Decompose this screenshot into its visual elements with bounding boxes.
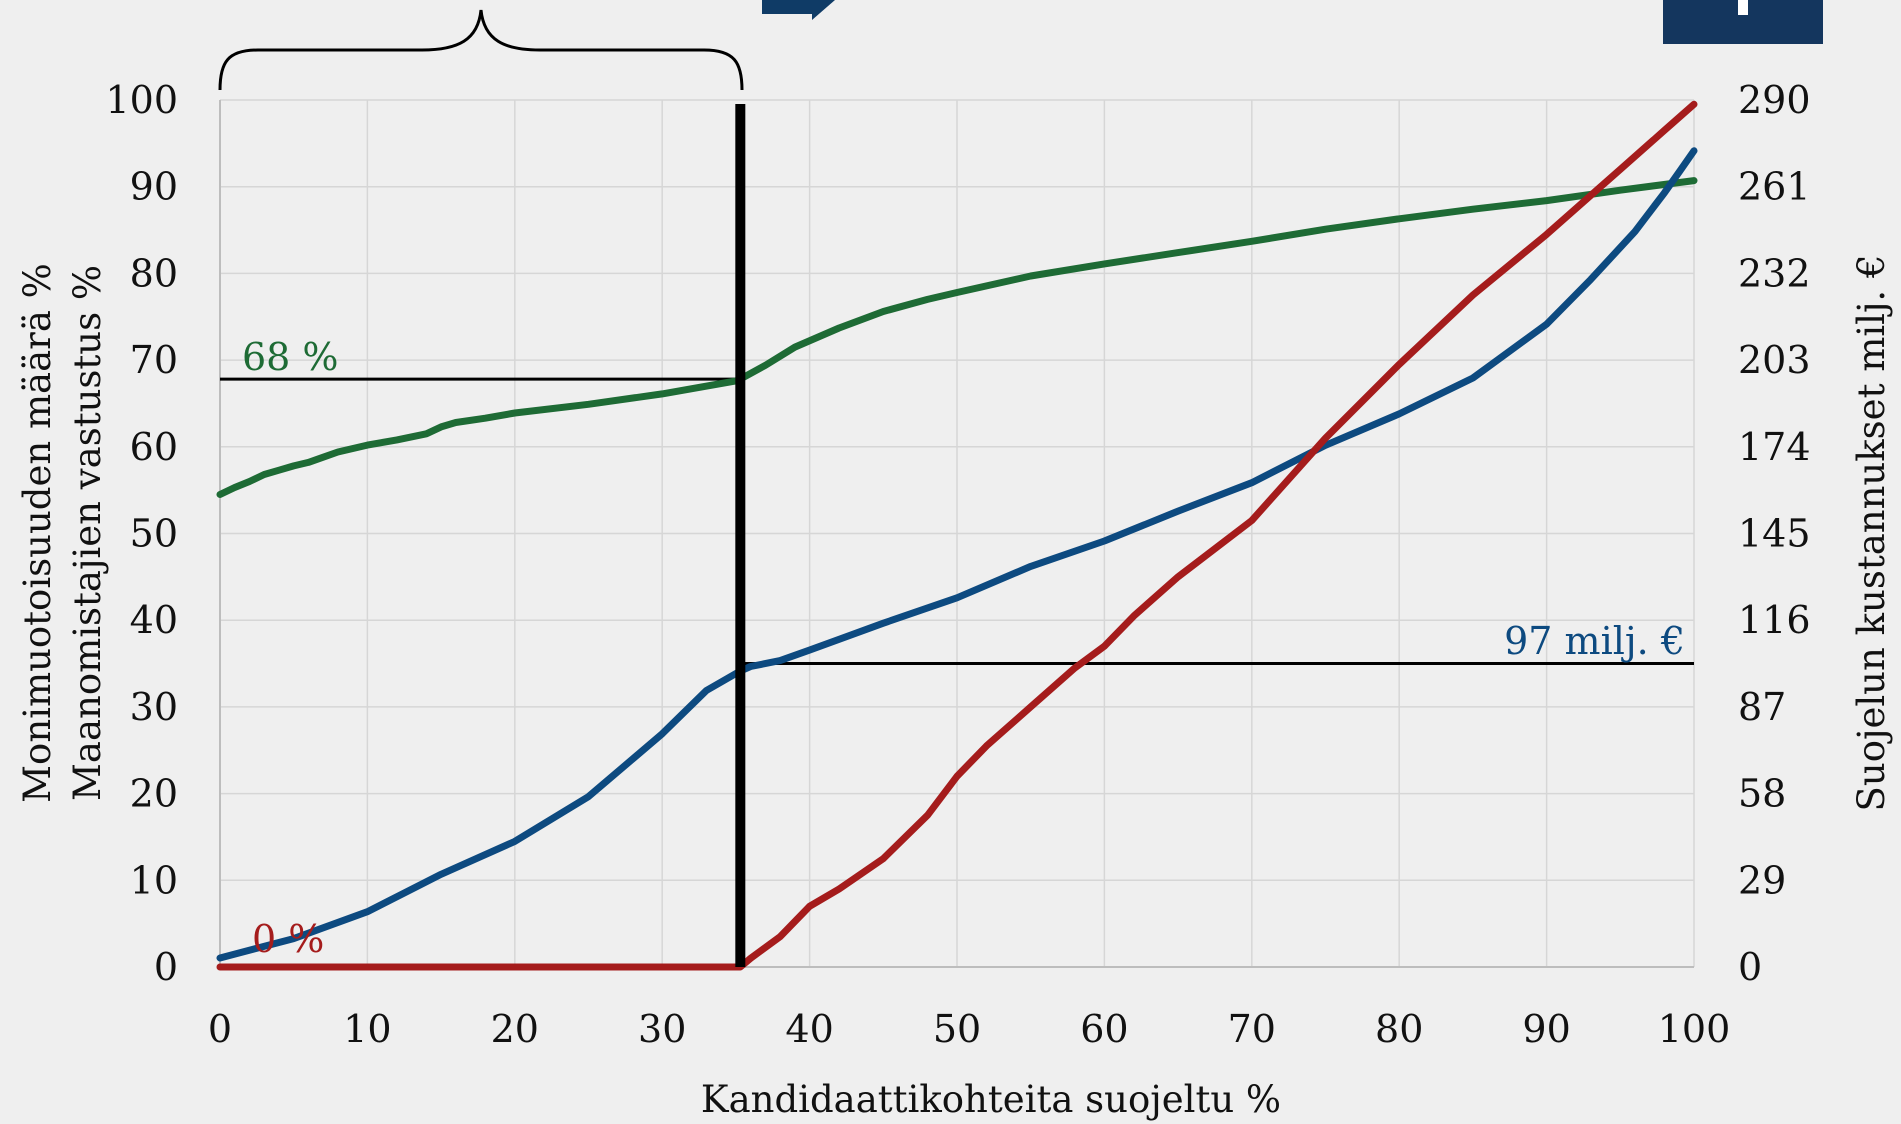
x-axis-title: Kandidaattikohteita suojeltu % bbox=[701, 1078, 1281, 1121]
y-right-tick-label: 290 bbox=[1738, 78, 1811, 122]
biodiversity-annotation: 68 % bbox=[242, 335, 339, 379]
x-tick-label: 50 bbox=[933, 1007, 981, 1051]
y-left-tick-label: 30 bbox=[130, 685, 178, 729]
y-right-tick-label: 58 bbox=[1738, 772, 1786, 816]
y-left-tick-label: 60 bbox=[130, 425, 178, 469]
y-left-tick-label: 10 bbox=[130, 858, 178, 902]
y-left-tick-label: 80 bbox=[130, 251, 178, 295]
y-left-tick-label: 90 bbox=[130, 165, 178, 209]
x-tick-label: 70 bbox=[1228, 1007, 1276, 1051]
x-tick-label: 100 bbox=[1658, 1007, 1731, 1051]
y-left-tick-labels: 0 10 20 30 40 50 60 70 80 90 100 bbox=[105, 78, 178, 989]
y-right-tick-label: 0 bbox=[1738, 945, 1762, 989]
x-tick-label: 10 bbox=[343, 1007, 391, 1051]
y-right-tick-label: 116 bbox=[1738, 598, 1811, 642]
arrow-icon bbox=[762, 0, 835, 20]
cost-annotation: 97 milj. € bbox=[1504, 619, 1685, 663]
y-left-tick-label: 0 bbox=[154, 945, 178, 989]
y-right-tick-label: 232 bbox=[1738, 251, 1811, 295]
y-right-tick-label: 174 bbox=[1738, 425, 1811, 469]
top-decoration bbox=[218, 0, 1823, 91]
y-left-tick-label: 100 bbox=[105, 78, 178, 122]
y-left-tick-label: 20 bbox=[130, 772, 178, 816]
logo-bar-icon bbox=[1738, 0, 1748, 15]
opposition-annotation: 0 % bbox=[252, 917, 324, 961]
x-tick-label: 80 bbox=[1375, 1007, 1423, 1051]
y-right-tick-labels: 0 29 58 87 116 145 174 203 232 261 290 bbox=[1738, 78, 1811, 989]
y-right-tick-label: 145 bbox=[1738, 512, 1811, 556]
y-right-tick-label: 261 bbox=[1738, 165, 1811, 209]
y-left-axis-title-line2: Maanomistajien vastustus % bbox=[66, 265, 109, 801]
y-left-tick-label: 40 bbox=[130, 598, 178, 642]
x-tick-label: 0 bbox=[208, 1007, 232, 1051]
x-tick-label: 20 bbox=[491, 1007, 539, 1051]
range-brace bbox=[218, 9, 744, 91]
y-right-axis-title: Suojelun kustannukset milj. € bbox=[1850, 255, 1893, 812]
y-right-tick-label: 87 bbox=[1738, 685, 1786, 729]
y-left-tick-label: 70 bbox=[130, 338, 178, 382]
y-left-tick-label: 50 bbox=[130, 512, 178, 556]
x-tick-label: 90 bbox=[1522, 1007, 1570, 1051]
x-tick-label: 60 bbox=[1080, 1007, 1128, 1051]
gridlines bbox=[220, 99, 1695, 967]
x-tick-labels: 0 10 20 30 40 50 60 70 80 90 100 bbox=[208, 1007, 1730, 1051]
guide-lines bbox=[220, 377, 1694, 666]
y-left-axis-title-line1: Monimuotoisuuden määrä % bbox=[16, 263, 59, 803]
x-tick-label: 40 bbox=[785, 1007, 833, 1051]
y-right-tick-label: 29 bbox=[1738, 858, 1786, 902]
biodiversity-line bbox=[216, 177, 1698, 498]
y-right-tick-label: 203 bbox=[1738, 338, 1811, 382]
cost-line bbox=[216, 147, 1698, 962]
x-tick-label: 30 bbox=[638, 1007, 686, 1051]
